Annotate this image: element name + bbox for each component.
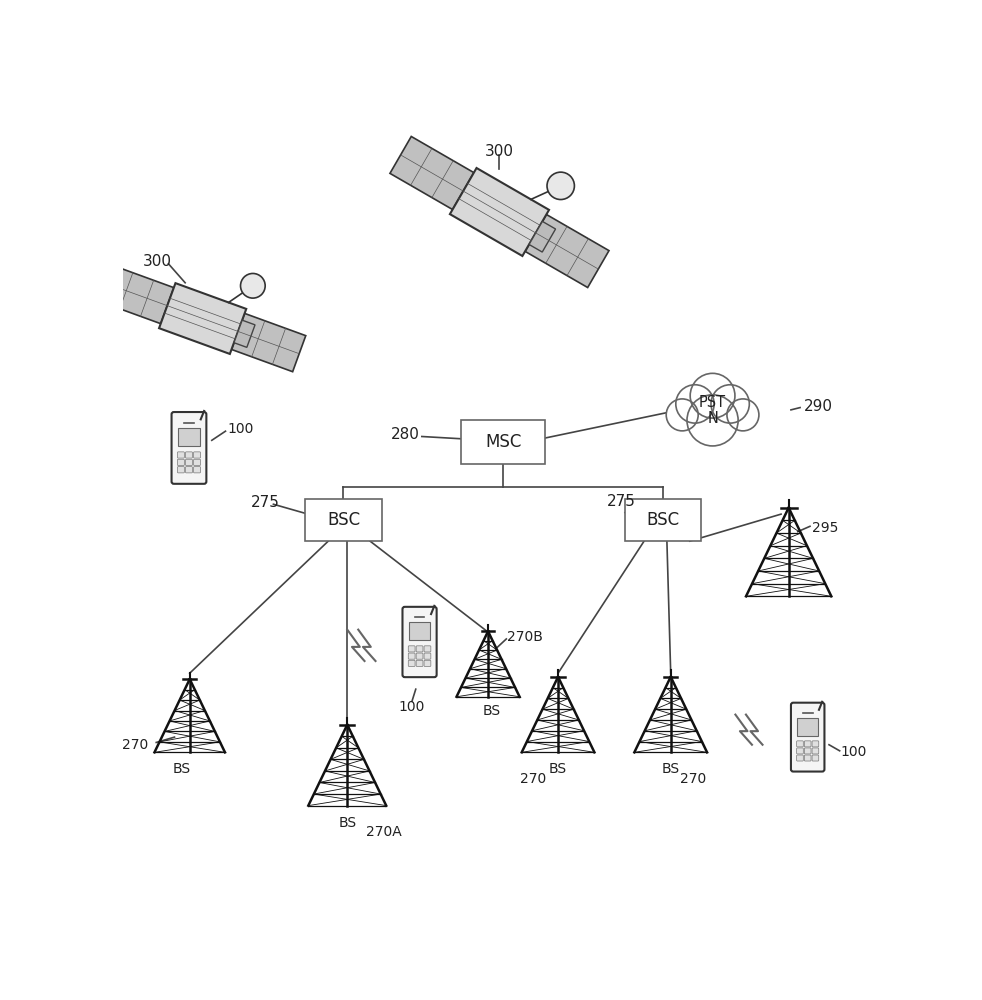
Text: 295: 295 bbox=[811, 521, 838, 535]
Text: 270: 270 bbox=[122, 738, 148, 752]
FancyBboxPatch shape bbox=[186, 459, 192, 465]
Text: 270: 270 bbox=[520, 772, 547, 786]
Text: 100: 100 bbox=[227, 422, 253, 436]
Text: 300: 300 bbox=[485, 144, 514, 159]
FancyBboxPatch shape bbox=[178, 459, 185, 465]
FancyBboxPatch shape bbox=[796, 755, 803, 761]
FancyBboxPatch shape bbox=[424, 646, 431, 652]
Circle shape bbox=[547, 172, 574, 200]
FancyBboxPatch shape bbox=[812, 748, 819, 754]
FancyBboxPatch shape bbox=[797, 718, 818, 736]
Text: 275: 275 bbox=[250, 495, 280, 510]
Text: 275: 275 bbox=[607, 494, 635, 509]
FancyBboxPatch shape bbox=[462, 420, 545, 464]
Text: BS: BS bbox=[662, 762, 680, 776]
Text: 100: 100 bbox=[399, 700, 425, 714]
Polygon shape bbox=[390, 136, 474, 210]
FancyBboxPatch shape bbox=[172, 412, 206, 484]
Text: 270A: 270A bbox=[366, 825, 402, 839]
Circle shape bbox=[676, 385, 714, 423]
Text: 100: 100 bbox=[841, 745, 867, 759]
Polygon shape bbox=[99, 265, 174, 324]
Text: BS: BS bbox=[173, 762, 191, 776]
FancyBboxPatch shape bbox=[178, 452, 185, 458]
Text: BSC: BSC bbox=[327, 511, 360, 529]
Circle shape bbox=[711, 385, 749, 423]
FancyBboxPatch shape bbox=[424, 653, 431, 659]
FancyBboxPatch shape bbox=[178, 467, 185, 473]
Circle shape bbox=[687, 395, 738, 446]
Text: 290: 290 bbox=[804, 399, 833, 414]
Polygon shape bbox=[232, 313, 305, 372]
FancyBboxPatch shape bbox=[804, 755, 811, 761]
FancyBboxPatch shape bbox=[409, 646, 415, 652]
FancyBboxPatch shape bbox=[416, 653, 423, 659]
Text: BS: BS bbox=[549, 762, 568, 776]
FancyBboxPatch shape bbox=[178, 428, 199, 446]
Text: BS: BS bbox=[338, 816, 356, 830]
Circle shape bbox=[727, 399, 759, 431]
FancyBboxPatch shape bbox=[186, 467, 192, 473]
FancyBboxPatch shape bbox=[305, 499, 381, 541]
FancyBboxPatch shape bbox=[796, 741, 803, 747]
FancyBboxPatch shape bbox=[812, 741, 819, 747]
FancyBboxPatch shape bbox=[403, 607, 437, 677]
Text: 270B: 270B bbox=[507, 630, 543, 644]
FancyBboxPatch shape bbox=[796, 748, 803, 754]
Circle shape bbox=[241, 273, 265, 298]
FancyBboxPatch shape bbox=[409, 660, 415, 666]
Polygon shape bbox=[159, 283, 246, 354]
Polygon shape bbox=[234, 320, 255, 347]
FancyBboxPatch shape bbox=[416, 646, 423, 652]
Polygon shape bbox=[529, 221, 556, 252]
FancyBboxPatch shape bbox=[804, 748, 811, 754]
Text: 280: 280 bbox=[391, 427, 419, 442]
Text: BSC: BSC bbox=[646, 511, 680, 529]
Polygon shape bbox=[525, 214, 609, 288]
FancyBboxPatch shape bbox=[804, 741, 811, 747]
FancyBboxPatch shape bbox=[193, 467, 200, 473]
FancyBboxPatch shape bbox=[424, 660, 431, 666]
Text: BS: BS bbox=[483, 704, 501, 718]
FancyBboxPatch shape bbox=[416, 660, 423, 666]
Circle shape bbox=[666, 399, 698, 431]
Polygon shape bbox=[450, 168, 549, 256]
Circle shape bbox=[690, 373, 735, 418]
Text: MSC: MSC bbox=[485, 433, 521, 451]
FancyBboxPatch shape bbox=[409, 653, 415, 659]
FancyBboxPatch shape bbox=[193, 459, 200, 465]
Text: PST
N: PST N bbox=[699, 395, 726, 426]
Text: 270: 270 bbox=[680, 772, 706, 786]
FancyBboxPatch shape bbox=[186, 452, 192, 458]
FancyBboxPatch shape bbox=[409, 622, 430, 640]
FancyBboxPatch shape bbox=[812, 755, 819, 761]
Text: 300: 300 bbox=[142, 254, 172, 269]
FancyBboxPatch shape bbox=[625, 499, 701, 541]
FancyBboxPatch shape bbox=[193, 452, 200, 458]
FancyBboxPatch shape bbox=[791, 703, 825, 772]
